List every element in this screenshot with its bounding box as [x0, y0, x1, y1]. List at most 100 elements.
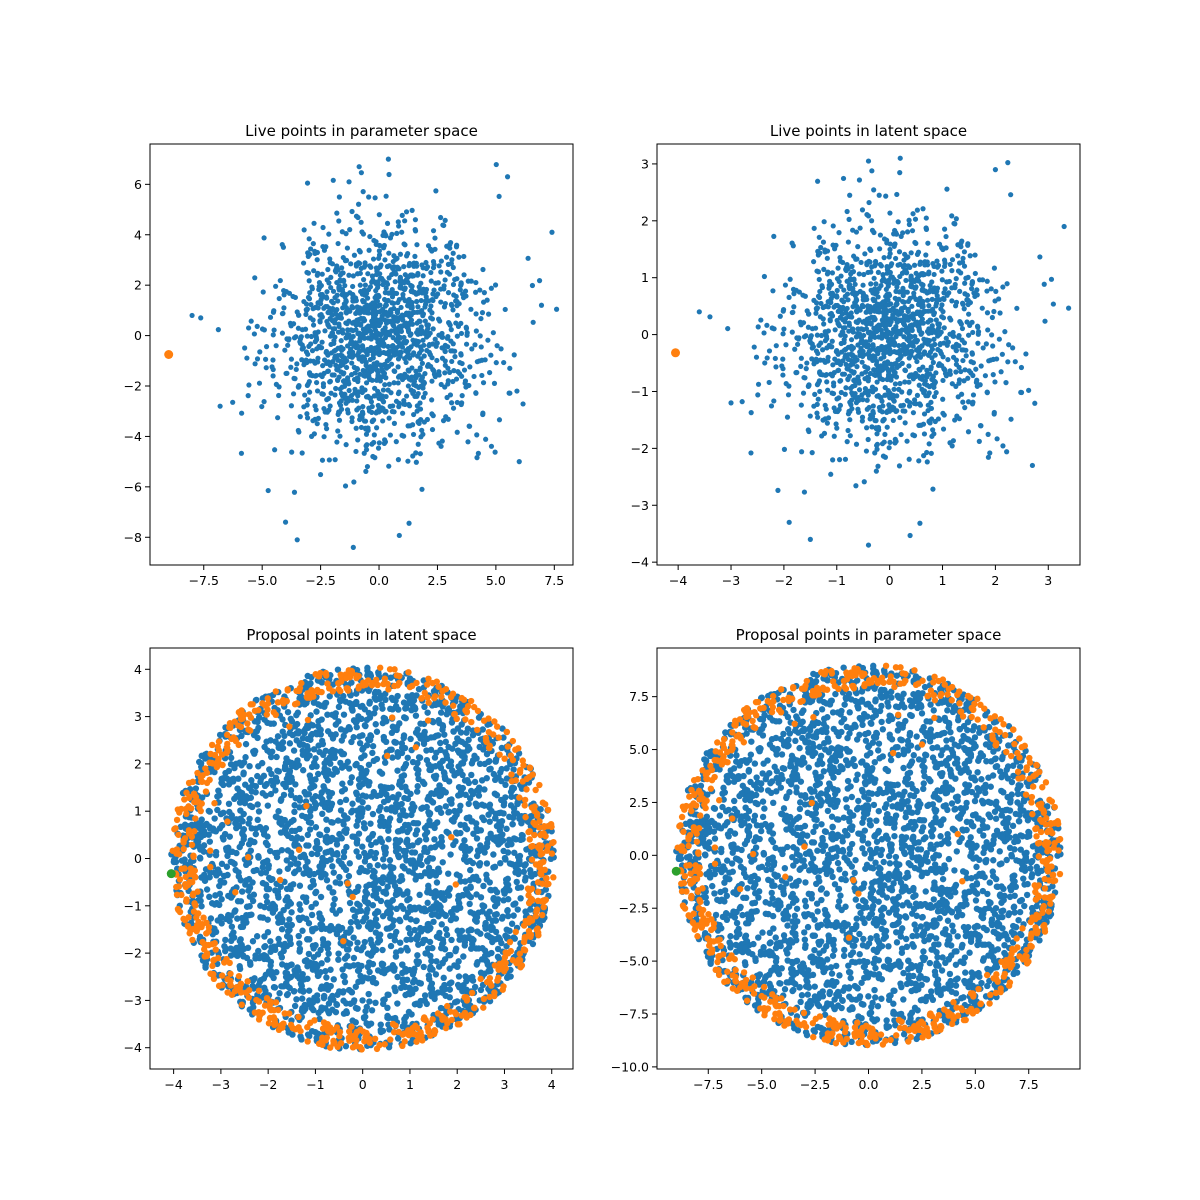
data-point [362, 262, 368, 268]
data-point [342, 866, 350, 873]
data-point [357, 270, 363, 276]
data-point [483, 871, 490, 879]
data-point [953, 357, 960, 363]
data-point [336, 194, 342, 200]
data-point [417, 735, 424, 742]
data-point [830, 362, 836, 368]
data-point [873, 281, 879, 287]
data-point [825, 387, 831, 393]
data-point [319, 457, 326, 463]
data-point [409, 305, 415, 311]
data-point [903, 277, 909, 284]
data-point [863, 294, 869, 300]
data-point [895, 357, 901, 363]
data-point [798, 355, 804, 361]
data-point [844, 291, 851, 297]
data-point [907, 400, 913, 406]
data-point [252, 275, 258, 281]
data-point [396, 939, 404, 946]
data-point [358, 265, 364, 271]
data-point [450, 281, 457, 288]
data-point [333, 385, 339, 392]
data-point [466, 382, 472, 389]
data-point [784, 414, 791, 420]
data-point [925, 402, 931, 408]
data-point [886, 292, 893, 299]
data-point [343, 946, 351, 953]
data-point [878, 303, 885, 309]
data-point [441, 896, 448, 903]
data-point [779, 363, 785, 369]
data-point [327, 966, 334, 973]
data-point [914, 358, 920, 365]
data-point [332, 392, 338, 398]
data-point [423, 286, 430, 293]
data-point [791, 304, 797, 310]
data-point [802, 293, 808, 299]
data-point [841, 287, 847, 293]
data-point [516, 459, 522, 465]
data-point [511, 849, 518, 856]
data-point [463, 324, 469, 330]
data-point [410, 337, 416, 343]
data-point [977, 423, 984, 429]
data-point [379, 946, 386, 954]
data-point [751, 344, 757, 350]
data-point [874, 328, 880, 335]
y-tick-label: 0 [134, 328, 142, 343]
data-point [284, 708, 292, 716]
data-point [380, 281, 386, 288]
data-point [339, 966, 346, 973]
data-point [397, 277, 403, 283]
data-point [354, 939, 361, 946]
data-point [811, 259, 817, 265]
data-point [355, 214, 361, 221]
data-point [259, 864, 266, 871]
data-point [984, 310, 991, 316]
data-point [394, 767, 401, 774]
data-point [460, 953, 467, 960]
data-point [257, 349, 263, 355]
data-point [337, 272, 343, 278]
data-point [445, 261, 451, 267]
data-point [440, 222, 446, 228]
data-point [919, 281, 925, 287]
data-point [953, 276, 959, 282]
data-point [834, 425, 840, 431]
data-point [473, 279, 479, 286]
data-point [367, 263, 373, 269]
data-point [419, 486, 425, 492]
data-point [930, 326, 936, 332]
data-point [391, 937, 399, 944]
data-point [974, 323, 981, 329]
x-tick-label: −2.5 [305, 573, 335, 588]
data-point [356, 902, 363, 909]
data-point [479, 814, 486, 821]
data-point [442, 358, 448, 364]
data-point [982, 373, 989, 379]
data-point [415, 441, 421, 447]
data-point [514, 388, 520, 394]
data-point [369, 273, 376, 279]
data-point [436, 263, 442, 269]
data-point [859, 392, 865, 398]
data-point [376, 252, 383, 258]
data-point [855, 374, 861, 380]
data-point [267, 790, 275, 798]
data-point [922, 308, 928, 314]
data-point [501, 359, 507, 366]
data-point [829, 338, 835, 344]
data-point [352, 370, 358, 376]
data-point [329, 906, 336, 914]
data-point [817, 250, 823, 256]
data-point [935, 327, 941, 333]
data-point [934, 258, 940, 264]
data-point [449, 348, 455, 354]
data-point [898, 403, 904, 409]
data-point [375, 934, 382, 941]
data-point [340, 848, 348, 856]
data-point [783, 381, 789, 387]
data-point [431, 843, 439, 851]
data-point [821, 219, 827, 225]
data-point [350, 320, 356, 326]
